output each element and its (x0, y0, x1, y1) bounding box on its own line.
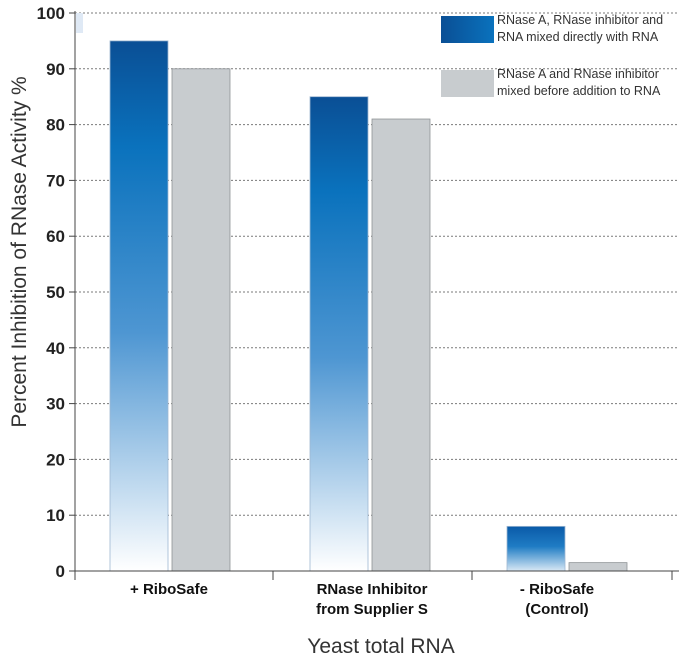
category-label: RNase Inhibitor (317, 581, 428, 598)
bar-series-1-cat-2 (309, 96, 369, 572)
legend-label-2: RNase A and RNase inhibitor (497, 67, 659, 81)
y-tick-label: 40 (46, 339, 65, 358)
category-label: + RiboSafe (130, 581, 208, 598)
y-tick-label: 0 (56, 562, 65, 581)
y-axis-title: Percent Inhibition of RNase Activity % (8, 76, 31, 427)
legend-label-1: RNA mixed directly with RNA (497, 30, 659, 44)
y-tick-label: 60 (46, 227, 65, 246)
y-tick-labels: 0 10 20 30 40 50 60 70 80 90 100 (37, 4, 75, 581)
bar-series-2-cat-2 (371, 118, 431, 572)
legend-swatch-1 (441, 16, 494, 43)
y-tick-label: 10 (46, 506, 65, 525)
y-tick-label: 100 (37, 4, 65, 23)
axes (74, 11, 679, 580)
y-tick-label: 80 (46, 116, 65, 135)
bar-series-1-cat-1 (109, 40, 169, 572)
category-label: (Control) (525, 601, 588, 618)
y-tick-label: 20 (46, 450, 65, 469)
bar-series-2-cat-3 (568, 562, 628, 572)
bar-series-2-cat-1 (171, 68, 231, 572)
x-axis-title: Yeast total RNA (307, 635, 454, 658)
axis-top-accent (76, 13, 83, 33)
y-tick-label: 30 (46, 395, 65, 414)
legend-swatch-2 (441, 70, 494, 97)
y-tick-label: 50 (46, 283, 65, 302)
bar-series-1-cat-3 (506, 525, 566, 572)
legend-label-2: mixed before addition to RNA (497, 84, 661, 98)
y-tick-label: 70 (46, 171, 65, 190)
legend: RNase A, RNase inhibitor and RNA mixed di… (441, 13, 663, 98)
bars (76, 13, 628, 572)
legend-label-1: RNase A, RNase inhibitor and (497, 13, 663, 27)
category-label: - RiboSafe (520, 581, 594, 598)
category-label: from Supplier S (316, 601, 428, 618)
category-labels: + RiboSafe RNase Inhibitor from Supplier S… (130, 581, 594, 618)
y-tick-label: 90 (46, 60, 65, 79)
